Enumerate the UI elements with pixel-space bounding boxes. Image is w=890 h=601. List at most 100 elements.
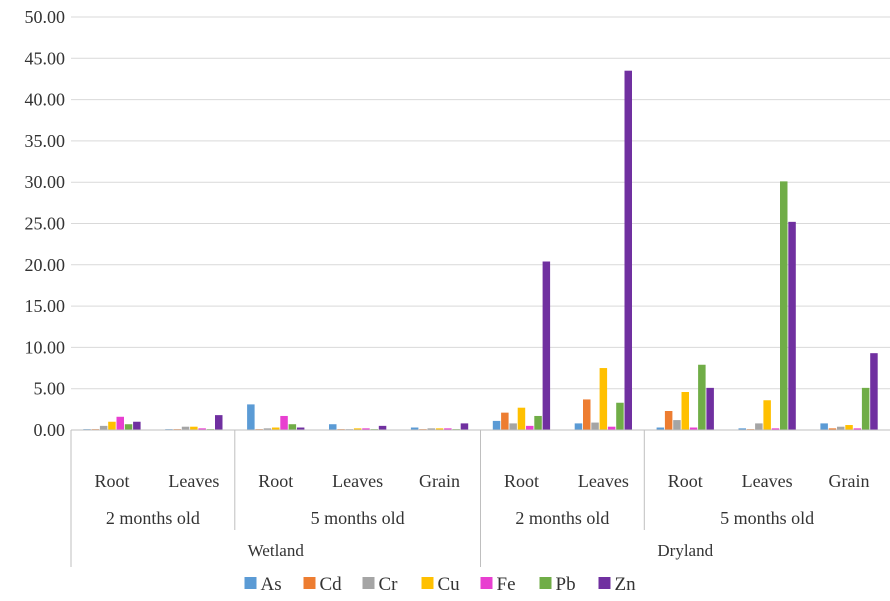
bar-cu <box>845 425 853 430</box>
x-category-label: Root <box>504 471 539 491</box>
bar-cu <box>108 421 116 430</box>
bar-cr <box>755 423 763 430</box>
legend-label-as: As <box>261 574 282 595</box>
x-category-label: Grain <box>829 471 870 491</box>
bar-as <box>492 420 501 430</box>
bar-fe <box>607 426 616 430</box>
legend-swatch-cd <box>303 577 316 589</box>
y-tick-label: 10.00 <box>25 337 66 357</box>
bar-cr <box>427 428 435 430</box>
bar-as <box>329 424 337 430</box>
y-axis-tick-labels: 0.00 5.00 10.00 15.00 20.00 25.00 30.00 35.00 40… <box>25 7 66 440</box>
bar-pb <box>288 424 297 430</box>
legend-swatch-zn <box>598 577 611 589</box>
x-category-label: Leaves <box>168 471 219 491</box>
bar-cu <box>763 400 771 430</box>
y-tick-label: 40.00 <box>25 90 66 110</box>
y-tick-label: 5.00 <box>34 379 66 399</box>
x-age-group-label: 5 months old <box>720 508 814 528</box>
legend-label-fe: Fe <box>497 574 516 595</box>
y-tick-label: 15.00 <box>25 296 66 316</box>
x-env-group-label: Wetland <box>248 541 305 560</box>
legend-swatch-fe <box>480 577 493 589</box>
x-age-group-label: 2 months old <box>515 508 609 528</box>
bar-pb <box>780 181 788 430</box>
x-category-label: Root <box>94 471 129 491</box>
bar-cr <box>181 426 190 430</box>
bar-cd <box>501 412 509 430</box>
bar-cu <box>517 407 526 430</box>
y-tick-label: 35.00 <box>25 131 66 151</box>
bar-fe <box>771 428 780 430</box>
legend-label-zn: Zn <box>615 574 637 595</box>
bar-pb <box>616 402 624 430</box>
bar-as <box>574 423 583 430</box>
bar-cr <box>99 425 108 430</box>
x-category-label: Grain <box>419 471 460 491</box>
legend: As Cd Cr Cu Fe Pb Zn <box>244 574 637 595</box>
y-tick-label: 0.00 <box>34 420 66 440</box>
legend-label-cd: Cd <box>320 574 343 595</box>
legend-label-cr: Cr <box>379 574 399 595</box>
y-tick-label: 25.00 <box>25 214 66 234</box>
bar-fe <box>198 428 206 430</box>
bar-cu <box>353 428 362 430</box>
y-tick-label: 30.00 <box>25 172 66 192</box>
y-tick-label: 45.00 <box>25 48 66 68</box>
x-axis: Root Leaves Root Leaves Grain Root Leaves Root L… <box>70 429 890 567</box>
bar-cu <box>272 427 280 430</box>
bar-pb <box>534 415 542 430</box>
bars <box>83 70 878 430</box>
bar-cu <box>435 428 444 430</box>
bar-as <box>656 427 665 430</box>
gridlines <box>71 16 890 390</box>
bar-zn <box>706 387 714 430</box>
bar-pb <box>861 387 870 430</box>
legend-swatch-cr <box>362 577 375 589</box>
bar-cu <box>190 426 198 430</box>
x-category-label: Leaves <box>332 471 383 491</box>
bar-fe <box>280 415 288 430</box>
bar-cr <box>591 422 599 430</box>
x-env-group-label: Dryland <box>657 541 713 560</box>
bar-as <box>738 428 746 430</box>
bar-fe <box>362 428 370 430</box>
bar-pb <box>124 424 133 430</box>
bar-cr <box>509 423 517 430</box>
bar-cr <box>837 426 845 430</box>
bar-zn <box>215 415 223 430</box>
y-tick-label: 20.00 <box>25 255 66 275</box>
bar-fe <box>526 425 534 430</box>
bar-zn <box>133 421 141 430</box>
legend-label-cu: Cu <box>438 574 461 595</box>
bar-zn <box>788 221 796 430</box>
bar-cd <box>664 411 673 430</box>
bar-fe <box>853 428 862 430</box>
legend-label-pb: Pb <box>556 574 576 595</box>
bar-as <box>247 404 255 430</box>
bar-cu <box>599 368 608 430</box>
bar-fe <box>689 427 698 430</box>
bar-cu <box>681 392 689 430</box>
x-age-group-label: 2 months old <box>106 508 200 528</box>
bar-pb <box>698 364 706 430</box>
bar-zn <box>378 425 387 430</box>
bar-zn <box>870 353 878 430</box>
x-category-label: Leaves <box>742 471 793 491</box>
bar-cd <box>583 399 591 430</box>
x-age-group-label: 5 months old <box>311 508 405 528</box>
bar-zn <box>624 70 632 430</box>
bar-cr <box>673 420 681 430</box>
bar-zn <box>460 423 469 430</box>
legend-swatch-as <box>244 577 257 589</box>
x-category-label: Root <box>668 471 703 491</box>
bar-fe <box>116 416 124 430</box>
y-tick-label: 50.00 <box>25 7 66 27</box>
bar-zn <box>296 427 305 430</box>
x-category-label: Leaves <box>578 471 629 491</box>
legend-swatch-pb <box>539 577 552 589</box>
legend-swatch-cu <box>421 577 434 589</box>
x-category-label: Root <box>258 471 293 491</box>
bar-zn <box>542 261 551 430</box>
